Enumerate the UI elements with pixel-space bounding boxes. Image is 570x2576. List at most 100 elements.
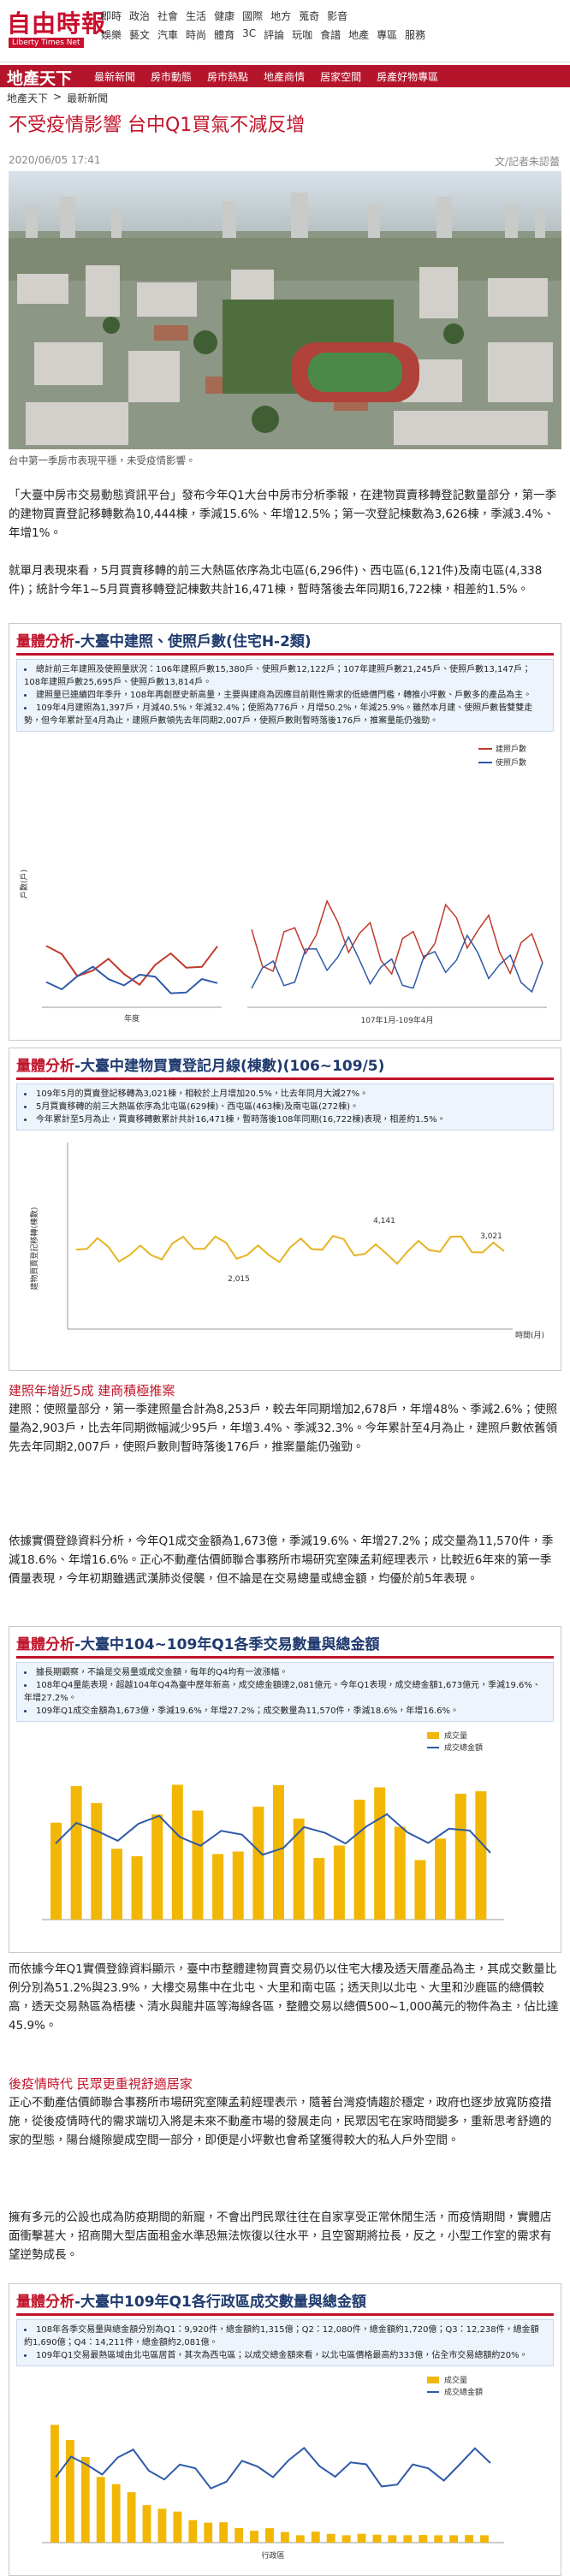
chart-shape	[91, 1802, 103, 1920]
chart-label: 107年1月-109年4月	[360, 1015, 433, 1025]
breadcrumb-item[interactable]: 地產天下	[7, 92, 49, 104]
section-tab[interactable]: 居家空間	[320, 71, 362, 83]
subheading: 後疫情時代 民眾更重視舒適居家	[9, 2076, 193, 2092]
breadcrumb: 地產天下 > 最新新聞	[7, 91, 108, 105]
article-date: 2020/06/05 17:41	[9, 154, 101, 166]
chart-shape	[235, 2527, 244, 2543]
section-tabs: 最新新聞 房市動態 房市熱點 地產商情 居家空間 房產好物專區	[94, 69, 438, 84]
chart-shape	[357, 2533, 366, 2543]
nav-link[interactable]: 體育	[214, 29, 235, 41]
nav-link[interactable]: 服務	[405, 29, 426, 41]
chart-shape	[353, 1799, 365, 1920]
nav-row: 娛樂 藝文 汽車 時尚 體育 3C 評論 玩咖 食譜 地產 專區 服務	[101, 27, 425, 42]
section-bar: 地產天下 最新新聞 房市動態 房市熱點 地產商情 居家空間 房產好物專區	[0, 65, 570, 88]
chart-shape	[110, 1849, 122, 1920]
nav-link[interactable]: 影音	[327, 10, 348, 22]
infographic-title: 量體分析-大臺中建物買賣登記月線(棟數)(106~109/5)	[16, 1054, 554, 1080]
nav-link[interactable]: 社會	[157, 10, 179, 22]
nav-row: 即時 政治 社會 生活 健康 國際 地方 蒐奇 影音	[101, 9, 347, 23]
chart-shape	[388, 2535, 397, 2543]
title-part: 量體分析	[16, 2294, 74, 2311]
bullet: 109年4月建照為1,397戶，月減40.5%，年減32.4%；使照為776戶，…	[24, 703, 533, 726]
chart-shape	[204, 2522, 213, 2543]
nav-link[interactable]: 地方	[270, 10, 292, 22]
paragraph: 就單月表現來看，5月買賣移轉的前三大熱區依序為北屯區(6,296件)、西屯區(6…	[9, 564, 543, 597]
nav-link[interactable]: 玩咖	[292, 29, 313, 41]
nav-link[interactable]: 蒐奇	[299, 10, 320, 22]
infographic-title: 量體分析-大臺中104~109年Q1各季交易數量與總金額	[16, 1632, 554, 1659]
chart-shape	[55, 1813, 491, 1856]
section-tab[interactable]: 房產好物專區	[377, 71, 439, 83]
nav-link[interactable]: 食譜	[320, 29, 341, 41]
chart-shape	[188, 2520, 198, 2543]
bullet: 建照量已連續四年季升，108年再創歷史新高量，主要與建商為因應目前剛性需求的低總…	[36, 691, 532, 700]
bullet: 5月買賣移轉的前三大熱區依序為北屯區(629棟)、西屯區(463棟)及南屯區(2…	[36, 1102, 359, 1112]
chart-shape	[414, 1860, 426, 1920]
chart-label: 4,141	[373, 1217, 395, 1226]
breadcrumb-item[interactable]: 最新新聞	[67, 92, 109, 104]
chart-shape	[219, 2522, 229, 2543]
chart-label: 建物買賣登記移轉(棟數)	[29, 1207, 39, 1290]
nav-link[interactable]: 健康	[214, 10, 235, 22]
nav-link[interactable]: 3C	[242, 27, 257, 39]
chart-label: 成交量	[444, 2375, 467, 2385]
chart-shape	[280, 2531, 289, 2543]
section-title[interactable]: 地產天下	[7, 69, 73, 88]
nav-link[interactable]: 藝文	[129, 29, 151, 41]
chart-shape	[251, 899, 543, 976]
title-part: -大臺中建物買賣登記月線(棟數)(106~109/5)	[74, 1058, 385, 1075]
nav-link[interactable]: 即時	[101, 10, 122, 22]
logo[interactable]: 自由時報	[7, 9, 107, 38]
nav-link[interactable]: 國際	[242, 10, 264, 22]
bullet-list: 據長期觀察，不論是交易量或成交金額，每年的Q4均有一波漲幅。 108年Q4量能表現…	[16, 1662, 554, 1722]
nav-link[interactable]: 評論	[264, 29, 285, 41]
chart-shape	[394, 1826, 406, 1920]
title-part: -大臺中104~109年Q1各季交易數量與總金額	[74, 1636, 380, 1653]
chart-shape	[173, 2511, 182, 2543]
article-photo	[9, 171, 561, 449]
nav-link[interactable]: 政治	[129, 10, 151, 22]
infographic-title: 量體分析-大臺中建照、使照戶數(住宅H-2類)	[16, 629, 554, 656]
nav-link[interactable]: 地產	[348, 29, 370, 41]
section-tab[interactable]: 地產商情	[264, 71, 306, 83]
infographic: 量體分析-大臺中104~109年Q1各季交易數量與總金額據長期觀察，不論是交易量…	[9, 1626, 561, 1953]
chart-shape	[50, 1822, 62, 1920]
bullet: 109年Q1成交金額為1,673億，季減19.6%，年增27.2%；成交數量為1…	[36, 1706, 460, 1716]
subheading: 建照年增近5成 建商積極推案	[9, 1383, 175, 1398]
chart-shape	[111, 2484, 121, 2543]
chart-label: 使照戶數	[496, 757, 526, 768]
chart-label: 行政區	[261, 2550, 284, 2561]
chart-label: 成交量	[444, 1730, 467, 1741]
nav-link[interactable]: 汽車	[157, 29, 179, 41]
section-tab[interactable]: 房市熱點	[207, 71, 249, 83]
title-part: 量體分析	[16, 633, 74, 650]
bullet-list: 109年5月的買賣登記移轉為3,021棟，相較於上月增加20.5%，比去年同月大…	[16, 1083, 554, 1131]
chart-shape	[127, 2492, 136, 2543]
paragraph: 建照：使照量部分，第一季建照量合計為8,253戶，較去年同期增加2,678戶，年…	[9, 1403, 558, 1454]
bullet-list: 108年各季交易量與總金額分別為Q1：9,920件，總金額約1,315億；Q2：…	[16, 2319, 554, 2366]
chart-shape	[475, 1791, 487, 1920]
title-part: -大臺中109年Q1各行政區成交數量與總金額	[74, 2294, 366, 2311]
chart-shape	[374, 1787, 386, 1920]
bullet: 據長期觀察，不論是交易量或成交金額，每年的Q4均有一波漲幅。	[36, 1668, 288, 1677]
chart-shape	[372, 2534, 382, 2543]
chart-shape	[45, 965, 218, 994]
section-tab[interactable]: 房市動態	[151, 71, 193, 83]
chart-shape	[427, 1732, 439, 1739]
chart-shape	[45, 945, 218, 986]
chart-shape	[96, 2477, 105, 2543]
nav-link[interactable]: 專區	[377, 29, 398, 41]
chart-shape	[454, 1793, 466, 1920]
chart-shape	[311, 2531, 320, 2543]
chart-shape	[157, 2508, 167, 2543]
chart-shape	[449, 2535, 459, 2543]
nav-link[interactable]: 時尚	[186, 29, 207, 41]
nav-link[interactable]: 娛樂	[101, 29, 122, 41]
infographic: 量體分析-大臺中建物買賣登記月線(棟數)(106~109/5) 109年5月的買賣…	[9, 1048, 561, 1371]
chart-shape	[250, 2531, 258, 2543]
nav-link[interactable]: 生活	[186, 10, 207, 22]
section-tab[interactable]: 最新新聞	[94, 71, 136, 83]
chart-shape	[50, 2425, 59, 2543]
